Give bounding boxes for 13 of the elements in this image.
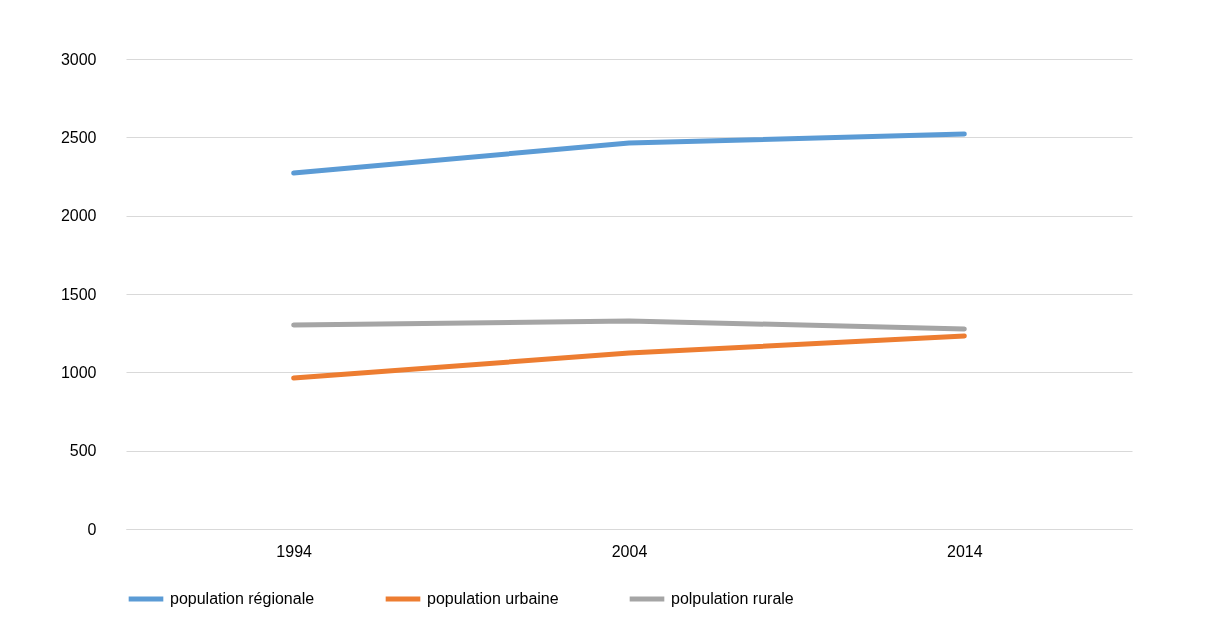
x-tick-label: 1994 <box>276 542 313 560</box>
legend-label: population urbaine <box>427 590 559 607</box>
y-tick-label: 1500 <box>60 285 97 303</box>
x-tick-label: 2004 <box>611 542 648 560</box>
y-tick-label: 2500 <box>60 128 97 146</box>
legend-label: polpulation rurale <box>671 590 794 607</box>
y-tick-label: 3000 <box>60 50 97 68</box>
y-tick-label: 1000 <box>60 363 97 381</box>
y-tick-label: 500 <box>69 442 97 460</box>
y-tick-label: 0 <box>87 520 97 538</box>
legend-label: population régionale <box>170 590 315 607</box>
x-tick-label: 2014 <box>947 542 983 560</box>
y-tick-label: 2000 <box>60 207 97 225</box>
